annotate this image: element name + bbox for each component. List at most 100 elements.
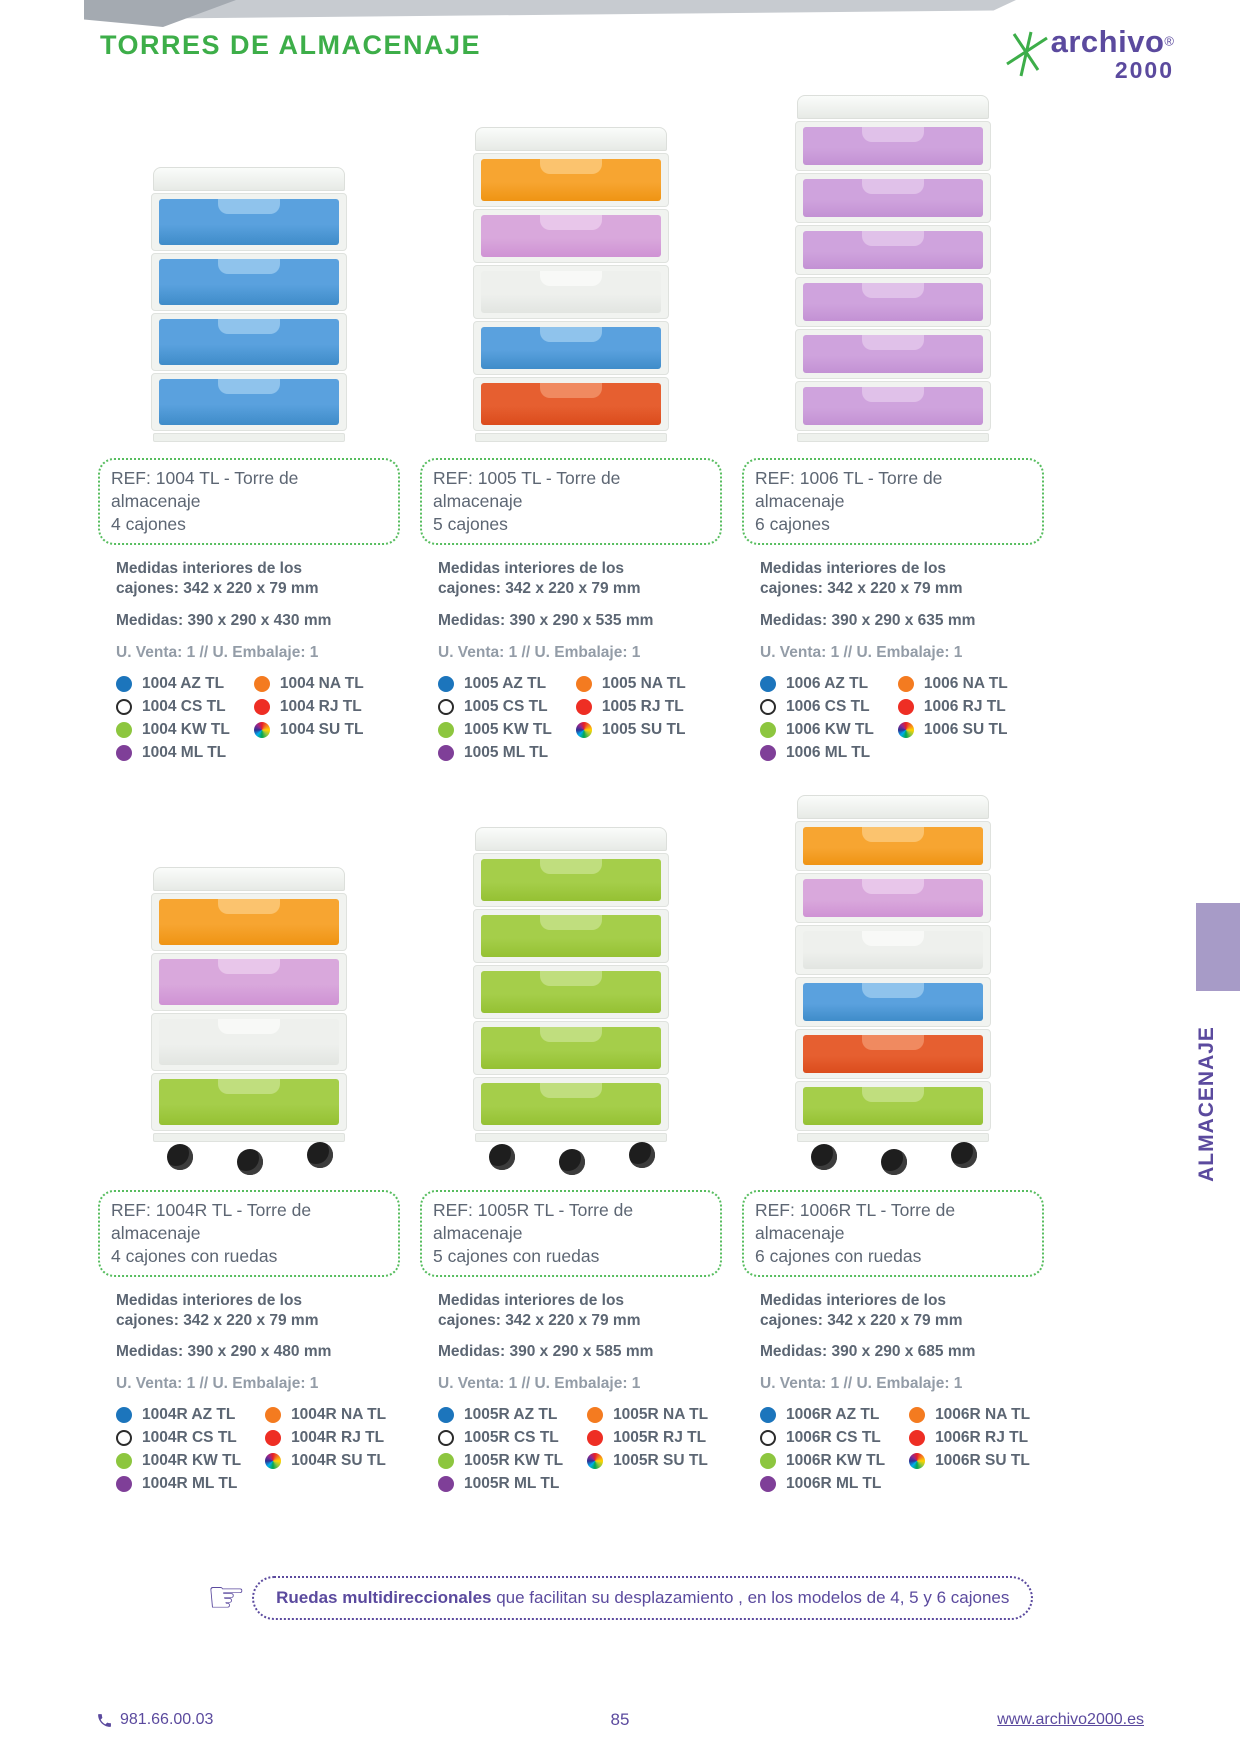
sales-units: U. Venta: 1 // U. Embalaje: 1 — [116, 1375, 319, 1393]
color-option: 1004 NA TL — [253, 675, 364, 693]
color-options-right: 1006R NA TL 1006R RJ TL 1006R SU TL — [909, 1406, 1030, 1493]
color-code-label: 1006 AZ TL — [786, 674, 869, 692]
drawer-slot — [151, 313, 347, 371]
inner-dimensions: Medidas interiores de los cajones: 342 x … — [116, 560, 319, 598]
color-option: 1006R KW TL — [760, 1452, 885, 1470]
color-code-label: 1006 ML TL — [786, 743, 871, 761]
color-option: 1005R KW TL — [438, 1452, 563, 1470]
caster-wheel — [629, 1141, 655, 1168]
color-option: 1005R AZ TL — [438, 1406, 563, 1424]
color-option: 1005R NA TL — [587, 1406, 708, 1424]
color-code-label: 1004R ML TL — [142, 1475, 238, 1493]
drawer-front-red — [481, 383, 661, 425]
color-swatch-az — [760, 675, 776, 692]
tower-image — [795, 794, 991, 1175]
color-code-label: 1005 SU TL — [601, 720, 686, 738]
color-swatch-cs — [116, 1430, 132, 1447]
color-options-left: 1005 AZ TL 1005 CS TL 1005 KW TL 1005 ML TL — [438, 675, 552, 762]
color-options-right: 1004 NA TL 1004 RJ TL 1004 SU TL — [253, 675, 364, 762]
drawer-front-lilac — [803, 387, 983, 425]
color-option: 1005 ML TL — [438, 744, 552, 762]
outer-dimensions: Medidas: 390 x 290 x 480 mm — [116, 1343, 332, 1361]
color-swatch-su — [575, 721, 592, 738]
inner-dimensions: Medidas interiores de los cajones: 342 x … — [760, 560, 963, 598]
drawer-handle — [218, 259, 280, 274]
drawer-handle — [540, 271, 602, 286]
tower-base — [797, 433, 989, 442]
product-card: REF: 1006R TL - Torre de almacenaje 6 caj… — [732, 790, 1054, 1494]
drawer-front-green — [481, 1082, 661, 1125]
color-code-label: 1004 SU TL — [279, 720, 364, 738]
caster-wheel — [811, 1143, 837, 1170]
color-code-label: 1006R ML TL — [786, 1475, 882, 1493]
color-options-left: 1006R AZ TL 1006R CS TL 1006R KW TL 1006R M… — [760, 1406, 885, 1493]
drawer-handle — [218, 319, 280, 334]
section-tab — [1196, 903, 1240, 991]
page-footer: 981.66.00.03 85 www.archivo2000.es — [96, 1710, 1144, 1730]
color-swatch-na — [575, 675, 592, 692]
color-code-label: 1006R CS TL — [786, 1429, 881, 1447]
color-code-label: 1006R RJ TL — [935, 1429, 1029, 1447]
drawer-slot — [473, 321, 669, 375]
sales-units: U. Venta: 1 // U. Embalaje: 1 — [438, 643, 641, 661]
drawer-slot — [151, 892, 347, 951]
drawer-handle — [540, 970, 602, 986]
product-specs: Medidas interiores de los cajones: 342 x … — [98, 1291, 400, 1393]
drawer-handle — [862, 283, 924, 298]
product-ref-line2: 4 cajones — [111, 514, 186, 535]
color-option: 1004R AZ TL — [116, 1406, 241, 1424]
color-code-label: 1006R SU TL — [935, 1452, 1030, 1470]
footer-website-link[interactable]: www.archivo2000.es — [997, 1711, 1144, 1728]
inner-dimensions: Medidas interiores de los cajones: 342 x … — [760, 1291, 963, 1330]
drawer-front-blue — [159, 319, 339, 365]
color-code-label: 1005 AZ TL — [464, 674, 547, 692]
color-option: 1006R ML TL — [760, 1475, 885, 1493]
drawer-front-green — [481, 858, 661, 901]
color-options-list: 1005 AZ TL 1005 CS TL 1005 KW TL 1005 ML TL… — [420, 675, 722, 762]
drawer-handle — [862, 826, 924, 842]
color-option: 1004R RJ TL — [265, 1429, 386, 1447]
drawer-handle — [862, 878, 924, 894]
sales-units: U. Venta: 1 // U. Embalaje: 1 — [116, 643, 319, 661]
color-option: 1004 ML TL — [116, 744, 230, 762]
drawer-front-blue — [803, 982, 983, 1021]
drawer-slot — [473, 1020, 669, 1075]
drawer-slot — [795, 1028, 991, 1079]
color-option: 1004 CS TL — [116, 698, 230, 716]
drawer-slot — [795, 225, 991, 275]
drawer-handle — [862, 982, 924, 998]
color-code-label: 1006R KW TL — [786, 1452, 886, 1470]
drawer-front-clear — [481, 271, 661, 313]
color-swatch-az — [438, 675, 454, 692]
drawer-slot — [473, 908, 669, 963]
product-photo-area — [420, 84, 722, 442]
color-swatch-kw — [760, 721, 776, 738]
color-option: 1006 KW TL — [760, 721, 874, 739]
caster-wheels — [473, 1141, 669, 1175]
color-option: 1006 CS TL — [760, 698, 874, 716]
drawer-slot — [795, 872, 991, 923]
caster-wheel — [559, 1148, 585, 1175]
color-swatch-cs — [438, 698, 454, 715]
banner-rest-text: que facilitan su desplazamiento , en los… — [491, 1588, 1010, 1607]
color-option: 1006 RJ TL — [897, 698, 1008, 716]
color-swatch-rj — [253, 698, 270, 715]
drawer-slot — [151, 952, 347, 1011]
product-ref-line1: REF: 1006R TL - Torre de almacenaje — [755, 1199, 956, 1243]
product-photo-area — [98, 790, 400, 1175]
product-card: REF: 1006 TL - Torre de almacenaje 6 cajo… — [732, 84, 1054, 762]
color-option: 1004 AZ TL — [116, 675, 230, 693]
drawer-slot — [473, 377, 669, 431]
drawer-front-clear — [803, 930, 983, 969]
color-code-label: 1004 KW TL — [142, 720, 230, 738]
drawer-handle — [540, 858, 602, 874]
color-swatch-ml — [760, 1476, 776, 1493]
tower-lid — [153, 866, 345, 891]
pointing-hand-icon: ☞ — [206, 1573, 247, 1622]
drawer-handle — [540, 215, 602, 230]
color-swatch-ml — [760, 744, 776, 761]
color-code-label: 1005 CS TL — [464, 697, 548, 715]
color-option: 1006 SU TL — [897, 721, 1008, 739]
phone-icon — [98, 1713, 111, 1727]
drawer-front-clear — [159, 1018, 339, 1065]
